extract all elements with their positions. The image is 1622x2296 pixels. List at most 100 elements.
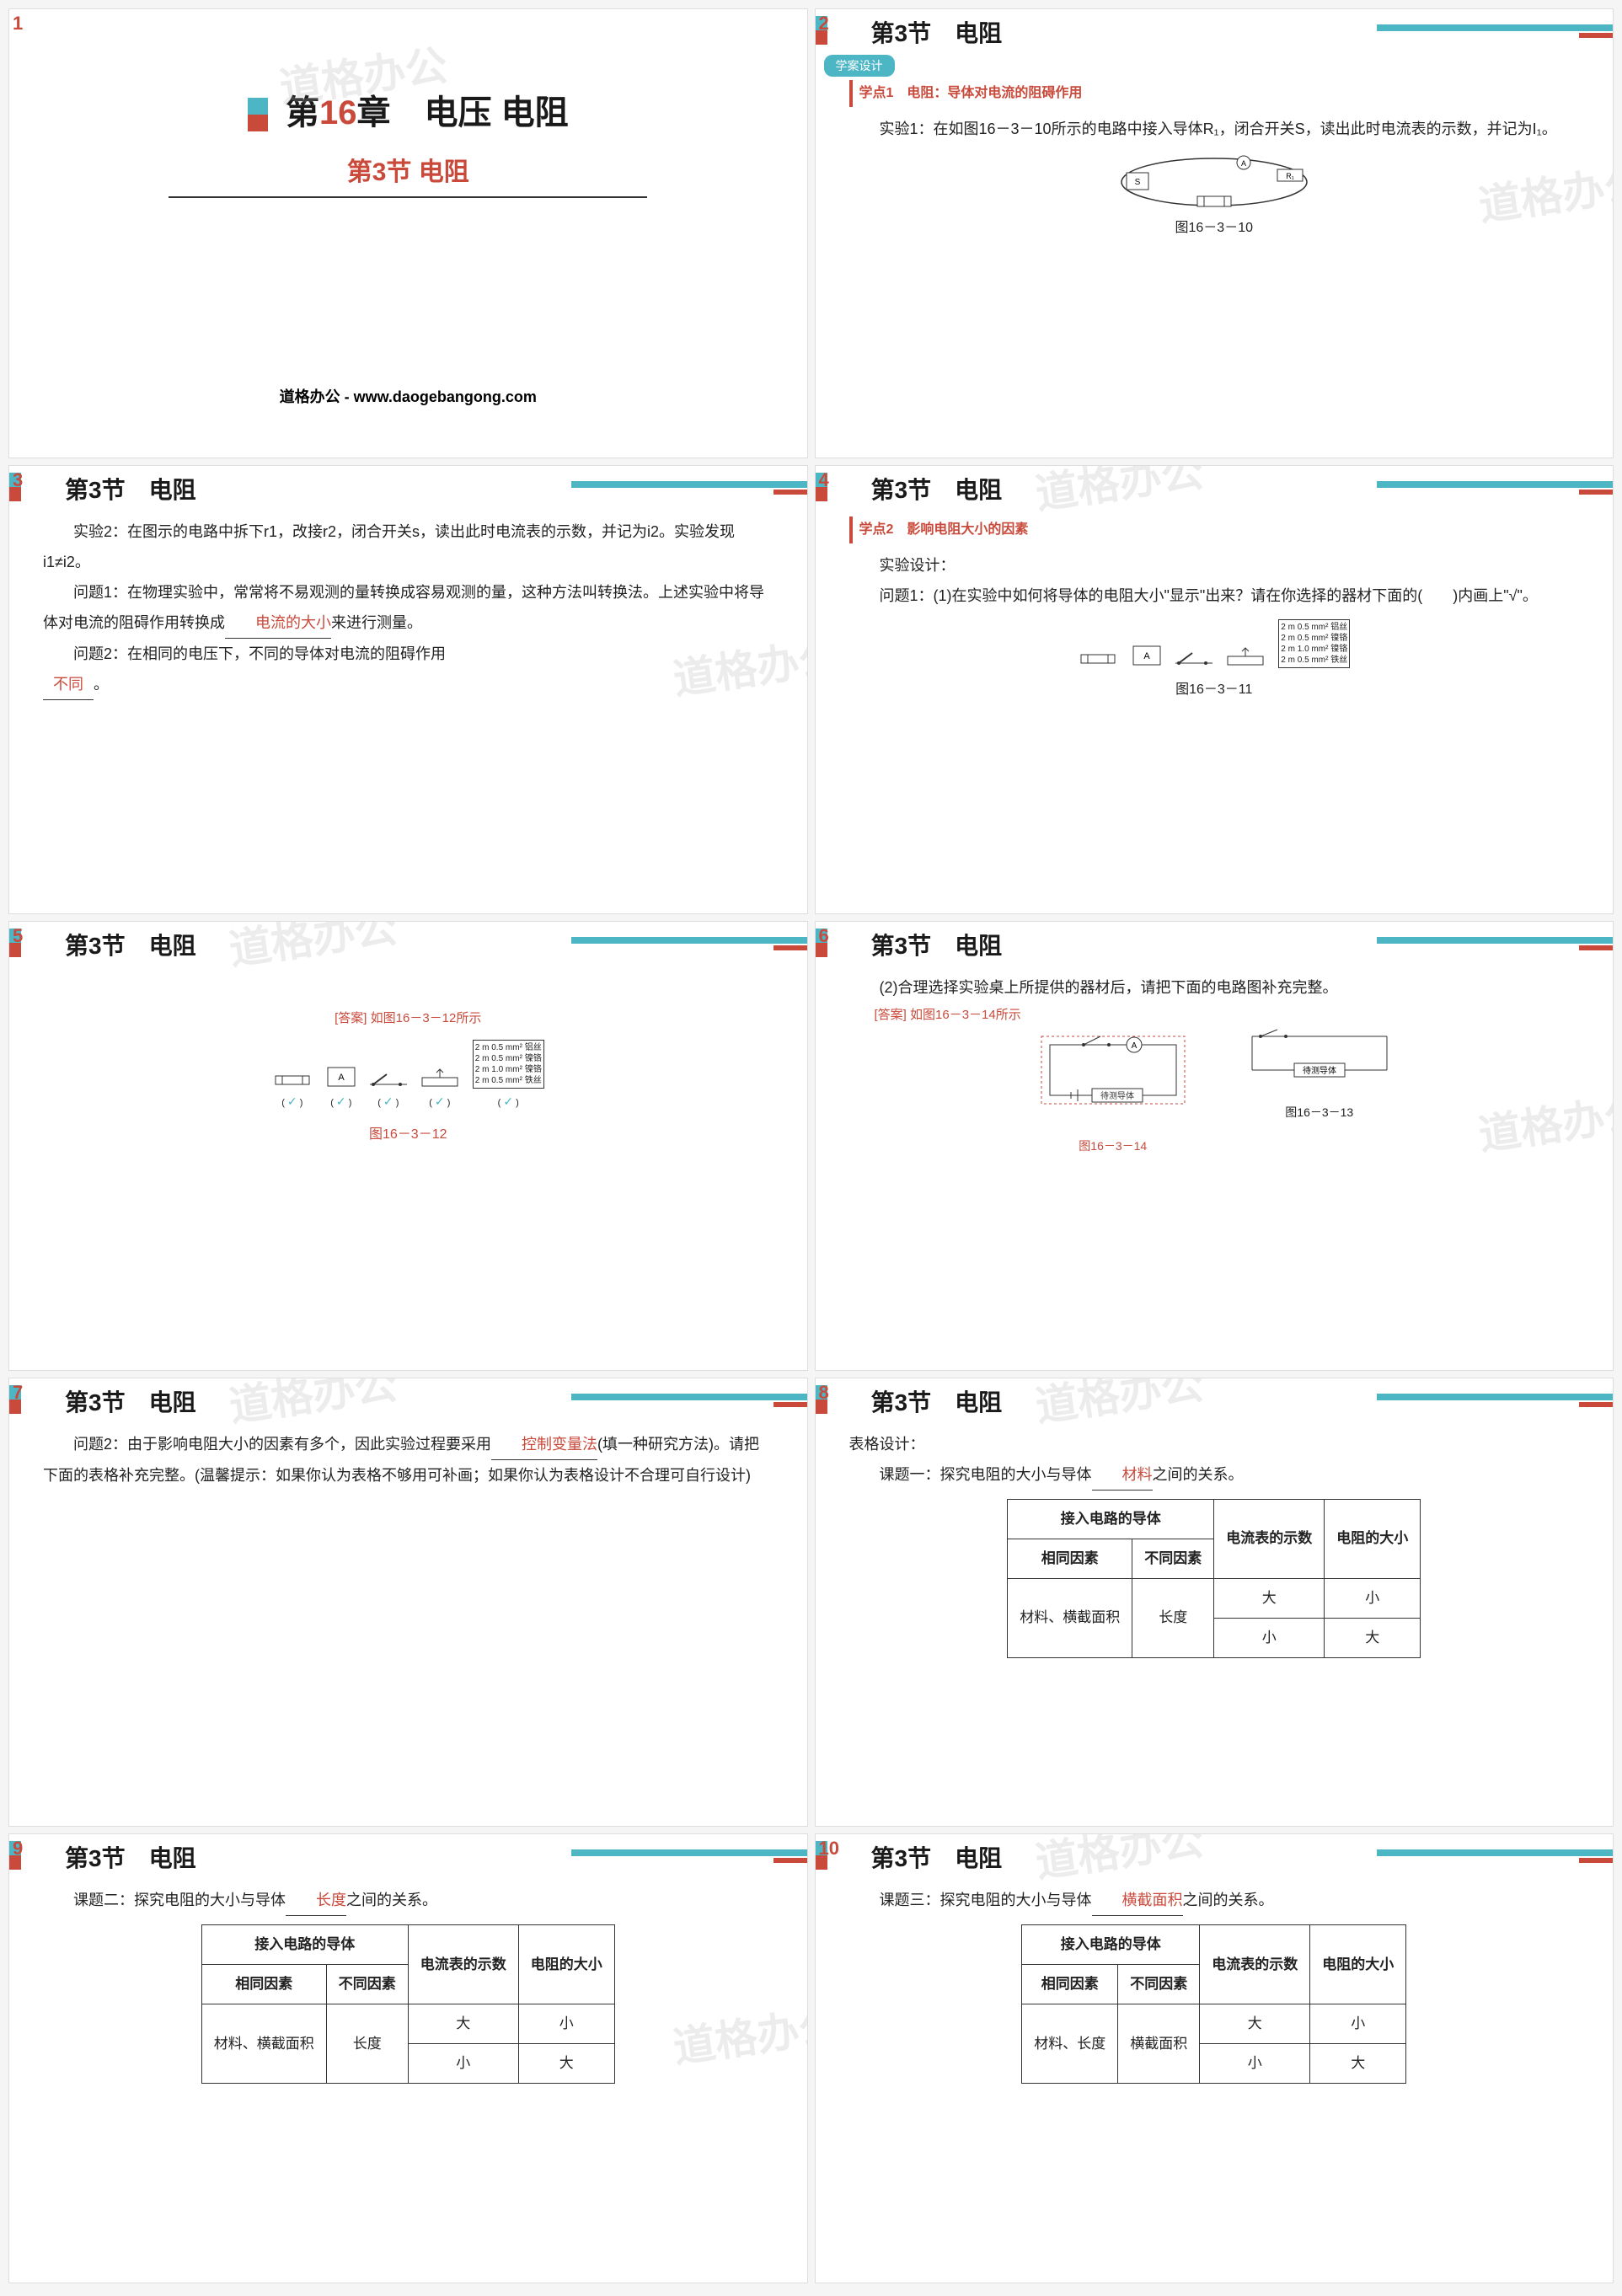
slide-9: 9 第3节 电阻 道格办公 课题二：探究电阻的大小与导体长度之间的关系。 接入电… bbox=[8, 1833, 808, 2283]
chapter-prefix: 第 bbox=[286, 94, 319, 131]
p2-answer: 电流的大小 bbox=[225, 607, 331, 639]
header-title: 第3节 电阻 bbox=[871, 15, 1003, 49]
check-icon: ✓ bbox=[336, 1094, 346, 1108]
equip-battery: ( ✓ ) bbox=[272, 1069, 313, 1113]
topic: 课题三：探究电阻的大小与导体横截面积之间的关系。 bbox=[849, 1885, 1580, 1916]
section-title: 第3节 电阻 bbox=[9, 151, 807, 188]
equip-rheostat bbox=[1224, 646, 1266, 668]
fig-caption: 图16－3－11 bbox=[849, 677, 1580, 704]
learn-point: 学点1 电阻：导体对电流的阻碍作用 bbox=[849, 80, 1580, 107]
p2b: 来进行测量。 bbox=[331, 614, 422, 631]
v4: 大 bbox=[1310, 2044, 1406, 2084]
p1-answer: 控制变量法 bbox=[491, 1429, 597, 1460]
equip-ammeter: A ( ✓ ) bbox=[324, 1064, 358, 1113]
v1: 大 bbox=[408, 2004, 518, 2044]
svg-text:A: A bbox=[1144, 651, 1151, 661]
circuit-14-icon: A 待测导体 bbox=[1033, 1028, 1193, 1121]
p1: 表格设计： bbox=[849, 1429, 1580, 1459]
svg-text:A: A bbox=[1131, 1041, 1137, 1051]
slide-7: 7 第3节 电阻 道格办公 问题2：由于影响电阻大小的因素有多个，因此实验过程要… bbox=[8, 1378, 808, 1828]
content: 实验2：在图示的电路中拆下r1，改接r2，闭合开关s，读出此时电流表的示数，并记… bbox=[43, 516, 774, 897]
sh2: 不同因素 bbox=[326, 1965, 408, 2004]
p3-cont: 不同。 bbox=[43, 669, 774, 700]
r1c1: 材料、横截面积 bbox=[201, 2004, 326, 2084]
wire3: 2 m 1.0 mm² 镍铬 bbox=[475, 1064, 542, 1075]
svg-text:R₁: R₁ bbox=[1286, 172, 1294, 180]
slide-number: 2 bbox=[819, 13, 829, 35]
svg-text:待测导体: 待测导体 bbox=[1100, 1090, 1134, 1101]
answer-label: [答案] 如图16－3－12所示 bbox=[43, 1006, 774, 1031]
header-decor-right-icon bbox=[1377, 24, 1613, 38]
v2: 小 bbox=[518, 2004, 614, 2044]
v2: 小 bbox=[1310, 2004, 1406, 2044]
v4: 大 bbox=[1325, 1618, 1421, 1657]
content: 学点2 影响电阻大小的因素 实验设计： 问题1：(1)在实验中如何将导体的电阻大… bbox=[849, 516, 1580, 897]
topic-b: 之间的关系。 bbox=[346, 1892, 437, 1908]
header-decor-right-icon bbox=[1377, 937, 1613, 950]
r1c2: 横截面积 bbox=[1118, 2004, 1200, 2084]
circuit-right: 待测导体 图16－3－13 bbox=[1244, 1028, 1395, 1124]
topic-b: 之间的关系。 bbox=[1153, 1466, 1244, 1483]
equip-ammeter: A bbox=[1130, 643, 1164, 668]
check-icon: ✓ bbox=[287, 1094, 297, 1108]
th3: 电阻的大小 bbox=[1325, 1499, 1421, 1578]
slide-number: 1 bbox=[13, 13, 23, 35]
v1: 大 bbox=[1200, 2004, 1310, 2044]
content: 课题二：探究电阻的大小与导体长度之间的关系。 接入电路的导体 电流表的示数 电阻… bbox=[43, 1885, 774, 2266]
topic-a: 课题一：探究电阻的大小与导体 bbox=[880, 1466, 1092, 1483]
r1c1: 材料、横截面积 bbox=[1008, 1578, 1132, 1657]
p1: 实验2：在图示的电路中拆下r1，改接r2，闭合开关s，读出此时电流表的示数，并记… bbox=[43, 516, 774, 577]
th3: 电阻的大小 bbox=[1310, 1925, 1406, 2004]
circuit-figure: S A R₁ 图16－3－10 bbox=[849, 153, 1580, 242]
p1: 问题2：由于影响电阻大小的因素有多个，因此实验过程要采用控制变量法(填一种研究方… bbox=[43, 1429, 774, 1491]
topic-answer: 材料 bbox=[1092, 1459, 1153, 1491]
content: 表格设计： 课题一：探究电阻的大小与导体材料之间的关系。 接入电路的导体 电流表… bbox=[849, 1429, 1580, 1810]
slide-number: 4 bbox=[819, 469, 829, 491]
p3-answer: 不同 bbox=[43, 669, 94, 700]
header-decor-right-icon bbox=[1377, 481, 1613, 495]
slide-number: 3 bbox=[13, 469, 23, 491]
slide-5: 5 第3节 电阻 道格办公 [答案] 如图16－3－12所示 ( ✓ ) A (… bbox=[8, 921, 808, 1371]
r1c1: 材料、长度 bbox=[1022, 2004, 1118, 2084]
equip-rheostat: ( ✓ ) bbox=[419, 1068, 461, 1113]
answer-label: [答案] 如图16－3－14所示 bbox=[849, 1003, 1580, 1028]
title-block: 第16章 电压 电阻 第3节 电阻 bbox=[9, 85, 807, 188]
slide-8: 8 第3节 电阻 道格办公 表格设计： 课题一：探究电阻的大小与导体材料之间的关… bbox=[815, 1378, 1614, 1828]
check-icon: ✓ bbox=[383, 1094, 393, 1108]
header-title: 第3节 电阻 bbox=[65, 1384, 196, 1418]
slide-number: 10 bbox=[819, 1838, 839, 1860]
header-title: 第3节 电阻 bbox=[871, 928, 1003, 961]
body-text: 实验1：在如图16－3－10所示的电路中接入导体R₁，闭合开关S，读出此时电流表… bbox=[849, 114, 1580, 144]
th2: 电流表的示数 bbox=[1200, 1925, 1310, 2004]
equipment-row: ( ✓ ) A ( ✓ ) ( ✓ ) ( ✓ ) 2 m 0.5 mm² 铝丝… bbox=[43, 1040, 774, 1113]
r1c2: 长度 bbox=[1132, 1578, 1214, 1657]
circuit-13-icon: 待测导体 bbox=[1244, 1028, 1395, 1087]
data-table: 接入电路的导体 电流表的示数 电阻的大小 相同因素 不同因素 材料、横截面积 长… bbox=[1007, 1499, 1421, 1658]
fig-caption: 图16－3－12 bbox=[43, 1121, 774, 1148]
slide-2: 2 第3节 电阻 学案设计 道格办公 学点1 电阻：导体对电流的阻碍作用 实验1… bbox=[815, 8, 1614, 458]
svg-text:A: A bbox=[338, 1073, 345, 1083]
equip-battery bbox=[1078, 648, 1118, 668]
r1c2: 长度 bbox=[326, 2004, 408, 2084]
svg-text:S: S bbox=[1134, 178, 1140, 187]
chapter-suffix: 章 电压 电阻 bbox=[357, 94, 569, 131]
sh1: 相同因素 bbox=[201, 1965, 326, 2004]
sh2: 不同因素 bbox=[1132, 1539, 1214, 1578]
chapter-title: 第16章 电压 电阻 bbox=[9, 85, 807, 134]
wire1: 2 m 0.5 mm² 铝丝 bbox=[1281, 622, 1347, 633]
header-decor-right-icon bbox=[1377, 1849, 1613, 1863]
p1: (2)合理选择实验桌上所提供的器材后，请把下面的电路图补充完整。 bbox=[849, 972, 1580, 1003]
topic-b: 之间的关系。 bbox=[1183, 1892, 1274, 1908]
svg-text:A: A bbox=[1241, 159, 1246, 168]
wire2: 2 m 0.5 mm² 镍铬 bbox=[1281, 633, 1347, 644]
fig-right-caption: 图16－3－13 bbox=[1244, 1100, 1395, 1124]
slide-number: 7 bbox=[13, 1382, 23, 1404]
wire3: 2 m 1.0 mm² 镍铬 bbox=[1281, 644, 1347, 655]
title-decor-icon bbox=[248, 98, 268, 131]
p2: 问题1：在物理实验中，常常将不易观测的量转换成容易观测的量，这种方法叫转换法。上… bbox=[43, 577, 774, 639]
check-icon: ✓ bbox=[503, 1094, 513, 1108]
wire4: 2 m 0.5 mm² 铁丝 bbox=[475, 1075, 542, 1086]
header-decor-right-icon bbox=[1377, 1394, 1613, 1407]
circuit-left: A 待测导体 图16－3－14 bbox=[1033, 1028, 1193, 1158]
slide-6: 6 第3节 电阻 道格办公 (2)合理选择实验桌上所提供的器材后，请把下面的电路… bbox=[815, 921, 1614, 1371]
